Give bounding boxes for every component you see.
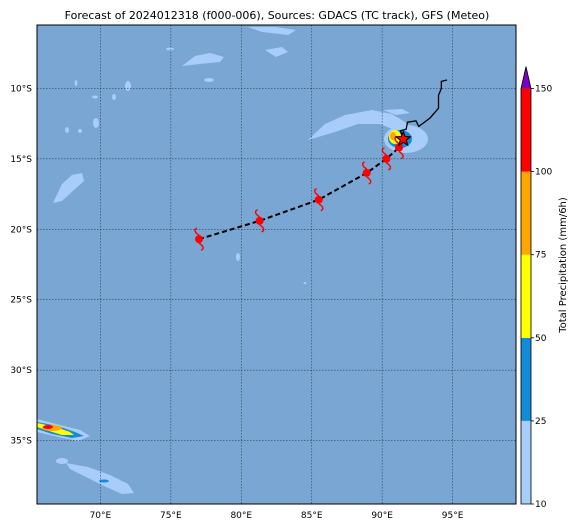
past-track-line <box>399 79 448 140</box>
lat-tick-label: 35°S <box>10 437 32 447</box>
precipitation-colorbar: 10 25 50 75 100 150 <box>520 66 552 510</box>
ocean-background <box>37 25 516 504</box>
lon-tick-label: 75°E <box>160 511 182 521</box>
colorbar-segment <box>521 420 531 504</box>
colorbar-tick-label: 75 <box>535 251 546 261</box>
lon-tick-label: 90°E <box>371 511 393 521</box>
lon-tick-label: 85°E <box>301 511 323 521</box>
storm-track <box>194 79 448 251</box>
map-title: Forecast of 2024012318 (f000-006), Sourc… <box>65 9 490 22</box>
cyclone-icon <box>194 227 204 251</box>
lat-tick-label: 10°S <box>10 84 32 94</box>
colorbar-tick-label: 150 <box>535 85 552 95</box>
colorbar-tick-label: 100 <box>535 168 552 178</box>
lat-tick-label: 30°S <box>10 366 32 376</box>
cyclone-icon <box>394 135 404 160</box>
lat-tick-label: 20°S <box>10 225 32 235</box>
lon-tick-label: 70°E <box>90 511 112 521</box>
cyclone-icon <box>361 161 372 185</box>
current-position-star-icon <box>394 130 412 147</box>
map-frame <box>36 24 517 505</box>
lat-tick-label: 25°S <box>10 296 32 306</box>
axis-tick-labels: 70°E 75°E 80°E 85°E 90°E 95°E 10°S 15°S 20°S 25°S… <box>10 84 463 521</box>
colorbar-extend-arrow <box>521 66 531 89</box>
cyclone-icon <box>254 209 265 233</box>
colorbar-segment <box>521 337 531 421</box>
map-area <box>36 24 517 505</box>
colorbar-tick-label: 25 <box>535 417 546 427</box>
colorbar-segment <box>521 88 531 172</box>
colorbar-tick-label: 50 <box>535 334 547 344</box>
colorbar-label: Total Precipitation (mm/6h) <box>558 197 569 334</box>
map-gridlines <box>37 25 516 504</box>
cyclone-icon <box>314 188 324 212</box>
colorbar-tick-label: 10 <box>535 500 547 510</box>
colorbar-segment <box>521 171 531 255</box>
lat-tick-label: 15°S <box>10 155 32 165</box>
lon-tick-label: 80°E <box>230 511 252 521</box>
lon-tick-label: 95°E <box>442 511 464 521</box>
cyclone-icon <box>381 147 392 171</box>
colorbar-segment <box>521 254 531 338</box>
colorbar-outline <box>520 66 532 505</box>
